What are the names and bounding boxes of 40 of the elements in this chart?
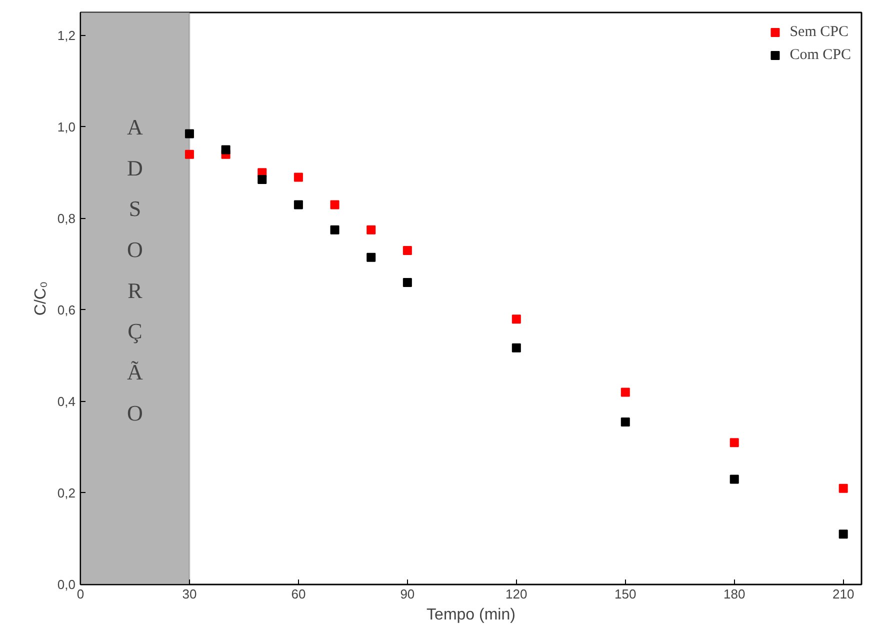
band-label: ADSORÇÃO bbox=[127, 114, 144, 426]
x-tick-label: 120 bbox=[506, 586, 528, 602]
x-axis-title: Tempo (min) bbox=[426, 606, 516, 624]
point bbox=[184, 150, 194, 159]
y-tick-label: 0,8 bbox=[57, 210, 76, 226]
point bbox=[838, 530, 848, 539]
point bbox=[330, 225, 340, 234]
point bbox=[512, 314, 521, 324]
x-tick-label: 90 bbox=[400, 586, 415, 602]
y-tick-label: 0,6 bbox=[57, 302, 76, 318]
point bbox=[730, 474, 739, 484]
x-tick-label: 60 bbox=[291, 586, 306, 602]
point bbox=[730, 438, 739, 448]
point bbox=[366, 225, 376, 234]
point bbox=[184, 129, 194, 138]
point bbox=[620, 418, 630, 427]
legend-label: Sem CPC bbox=[790, 24, 848, 40]
y-tick-label: 1,2 bbox=[57, 28, 76, 43]
point bbox=[512, 343, 521, 352]
legend-label: Com CPC bbox=[790, 46, 851, 64]
x-tick-label: 150 bbox=[614, 586, 636, 602]
x-tick-label: 210 bbox=[832, 586, 854, 602]
y-axis-title: C/C₀ bbox=[32, 281, 50, 316]
x-tick-label: 0 bbox=[76, 586, 84, 602]
point bbox=[402, 246, 412, 255]
point bbox=[402, 278, 412, 287]
point bbox=[221, 145, 230, 154]
x-tick-label: 180 bbox=[724, 586, 746, 602]
x-tick-label: 30 bbox=[182, 586, 197, 602]
point bbox=[620, 388, 630, 397]
point bbox=[366, 252, 376, 262]
point bbox=[330, 200, 340, 210]
y-tick-label: 1,0 bbox=[57, 119, 76, 134]
point bbox=[838, 484, 848, 493]
y-tick-label: 0,0 bbox=[57, 577, 76, 592]
y-tick-label: 0,4 bbox=[57, 394, 76, 409]
point bbox=[294, 200, 303, 210]
point bbox=[258, 175, 267, 184]
point bbox=[294, 172, 303, 182]
y-tick-label: 0,2 bbox=[57, 485, 76, 500]
